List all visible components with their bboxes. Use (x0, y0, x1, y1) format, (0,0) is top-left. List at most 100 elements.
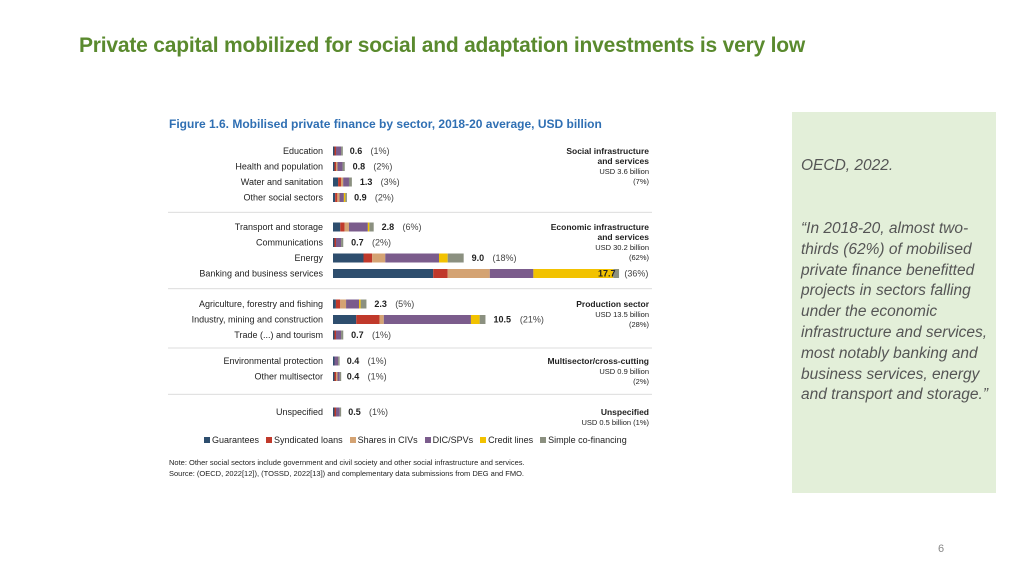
data-label-percent: (1%) (372, 330, 391, 340)
bar-segment-syndicated-loans (334, 162, 336, 171)
group-name: Production sector (576, 299, 649, 309)
data-label-percent: (21%) (520, 315, 544, 325)
data-label-percent: (5%) (395, 299, 414, 309)
row-label: Industry, mining and construction (192, 315, 323, 325)
data-label-value: 0.8 (353, 162, 366, 172)
data-label-value: 17.7 (598, 269, 616, 279)
data-label-value: 1.3 (360, 177, 373, 187)
group-share: (62%) (629, 253, 650, 262)
quote-box: OECD, 2022. “In 2018-20, almost two-thir… (792, 112, 996, 493)
bar-segment-guarantees (333, 330, 335, 340)
data-label-value: 0.4 (347, 356, 360, 366)
legend-item: Guarantees (204, 435, 259, 445)
group-name: Social infrastructure (566, 146, 649, 156)
bar-segment-shares-in-civs (372, 253, 386, 263)
row-label: Agriculture, forestry and fishing (199, 299, 323, 309)
group-amount: USD 0.9 billion (599, 367, 649, 376)
bar-segment-simple-co-financing (341, 146, 343, 156)
group-name: Multisector/cross-cutting (547, 356, 649, 366)
legend-label: Syndicated loans (274, 435, 343, 445)
legend-item: Shares in CIVs (349, 435, 418, 445)
bar-segment-dic-spvs (339, 193, 344, 202)
bar-segment-syndicated-loans (433, 269, 448, 278)
row-label: Other social sectors (243, 193, 323, 203)
bar-segment-dic-spvs (385, 253, 439, 263)
legend-label: Guarantees (212, 435, 260, 445)
bar-segment-syndicated-loans (356, 315, 380, 324)
legend-label: Shares in CIVs (357, 435, 418, 445)
row-label: Communications (256, 238, 324, 248)
bar-segment-syndicated-loans (340, 222, 345, 232)
bar-segment-dic-spvs (348, 222, 368, 232)
data-label-value: 9.0 (472, 253, 485, 263)
bar-segment-guarantees (333, 299, 336, 309)
legend-swatch (480, 437, 487, 443)
bar-segment-simple-co-financing (339, 372, 342, 381)
data-label-value: 0.4 (347, 372, 360, 382)
row-label: Trade (...) and tourism (234, 330, 323, 340)
data-label-value: 2.3 (374, 299, 387, 309)
bar-segment-simple-co-financing (345, 193, 347, 202)
bar-segment-shares-in-civs (340, 299, 347, 309)
bar-segment-guarantees (333, 162, 335, 171)
bar-segment-simple-co-financing (479, 315, 486, 324)
bar-segment-shares-in-civs (337, 193, 340, 202)
group-name: and services (597, 156, 649, 166)
bar-segment-simple-co-financing (338, 356, 340, 366)
data-label-percent: (2%) (373, 162, 392, 172)
bar-segment-credit-lines (438, 253, 448, 263)
group-amount: USD 13.5 billion (595, 310, 649, 319)
data-label-value: 0.7 (351, 238, 364, 248)
row-label: Education (283, 146, 323, 156)
data-label-percent: (36%) (624, 269, 648, 279)
legend-label: DIC/SPVs (432, 435, 474, 445)
bar-segment-syndicated-loans (334, 372, 336, 381)
bar-segment-simple-co-financing (341, 238, 344, 247)
bar-segment-guarantees (333, 407, 335, 417)
bar-segment-dic-spvs (336, 146, 342, 156)
data-label-value: 0.7 (351, 330, 364, 340)
row-label: Environmental protection (223, 356, 323, 366)
bar-segment-credit-lines (470, 315, 480, 324)
data-label-percent: (1%) (369, 407, 388, 417)
legend-swatch (266, 437, 273, 443)
bar-segment-dic-spvs (337, 162, 343, 171)
bar-segment-simple-co-financing (613, 269, 620, 278)
bar-segment-syndicated-loans (335, 299, 341, 309)
data-label-value: 2.8 (382, 222, 395, 232)
slide-title: Private capital mobilized for social and… (79, 34, 806, 57)
bar-segment-shares-in-civs (336, 372, 338, 381)
bar-segment-dic-spvs (337, 372, 340, 381)
bar-segment-guarantees (333, 269, 434, 278)
bar-segment-syndicated-loans (363, 253, 373, 263)
data-label-value: 10.5 (493, 315, 511, 325)
bar-segment-dic-spvs (336, 330, 342, 340)
legend-label: Simple co-financing (548, 435, 627, 445)
bar-segment-shares-in-civs (447, 269, 490, 278)
bar-segment-guarantees (333, 253, 364, 263)
figure-note: Note: Other social sectors include gover… (169, 457, 525, 479)
bar-segment-guarantees (333, 356, 335, 366)
data-label-percent: (2%) (375, 193, 394, 203)
row-label: Health and population (235, 162, 323, 172)
chart-legend: Guarantees Syndicated loans Shares in CIVs… (204, 435, 627, 445)
legend-item: Credit lines (480, 435, 533, 445)
bar-segment-credit-lines (533, 269, 614, 278)
bar-segment-guarantees (333, 146, 335, 156)
bar-segment-simple-co-financing (341, 330, 344, 340)
data-label-percent: (18%) (492, 253, 516, 263)
bar-segment-guarantees (333, 177, 339, 187)
data-label-percent: (1%) (371, 146, 390, 156)
figure-title: Figure 1.6. Mobilised private finance by… (169, 117, 602, 131)
data-label-percent: (1%) (368, 372, 387, 382)
legend-swatch (424, 437, 431, 443)
note-line: Note: Other social sectors include gover… (169, 458, 525, 467)
group-name: and services (597, 232, 649, 242)
source-line: Source: (OECD, 2022[12]), (TOSSD, 2022[1… (169, 469, 525, 478)
bar-segment-dic-spvs (336, 407, 340, 417)
group-name: Economic infrastructure (551, 222, 650, 232)
row-label: Other multisector (254, 372, 323, 382)
bar-segment-guarantees (333, 238, 335, 247)
data-label-value: 0.6 (350, 146, 363, 156)
